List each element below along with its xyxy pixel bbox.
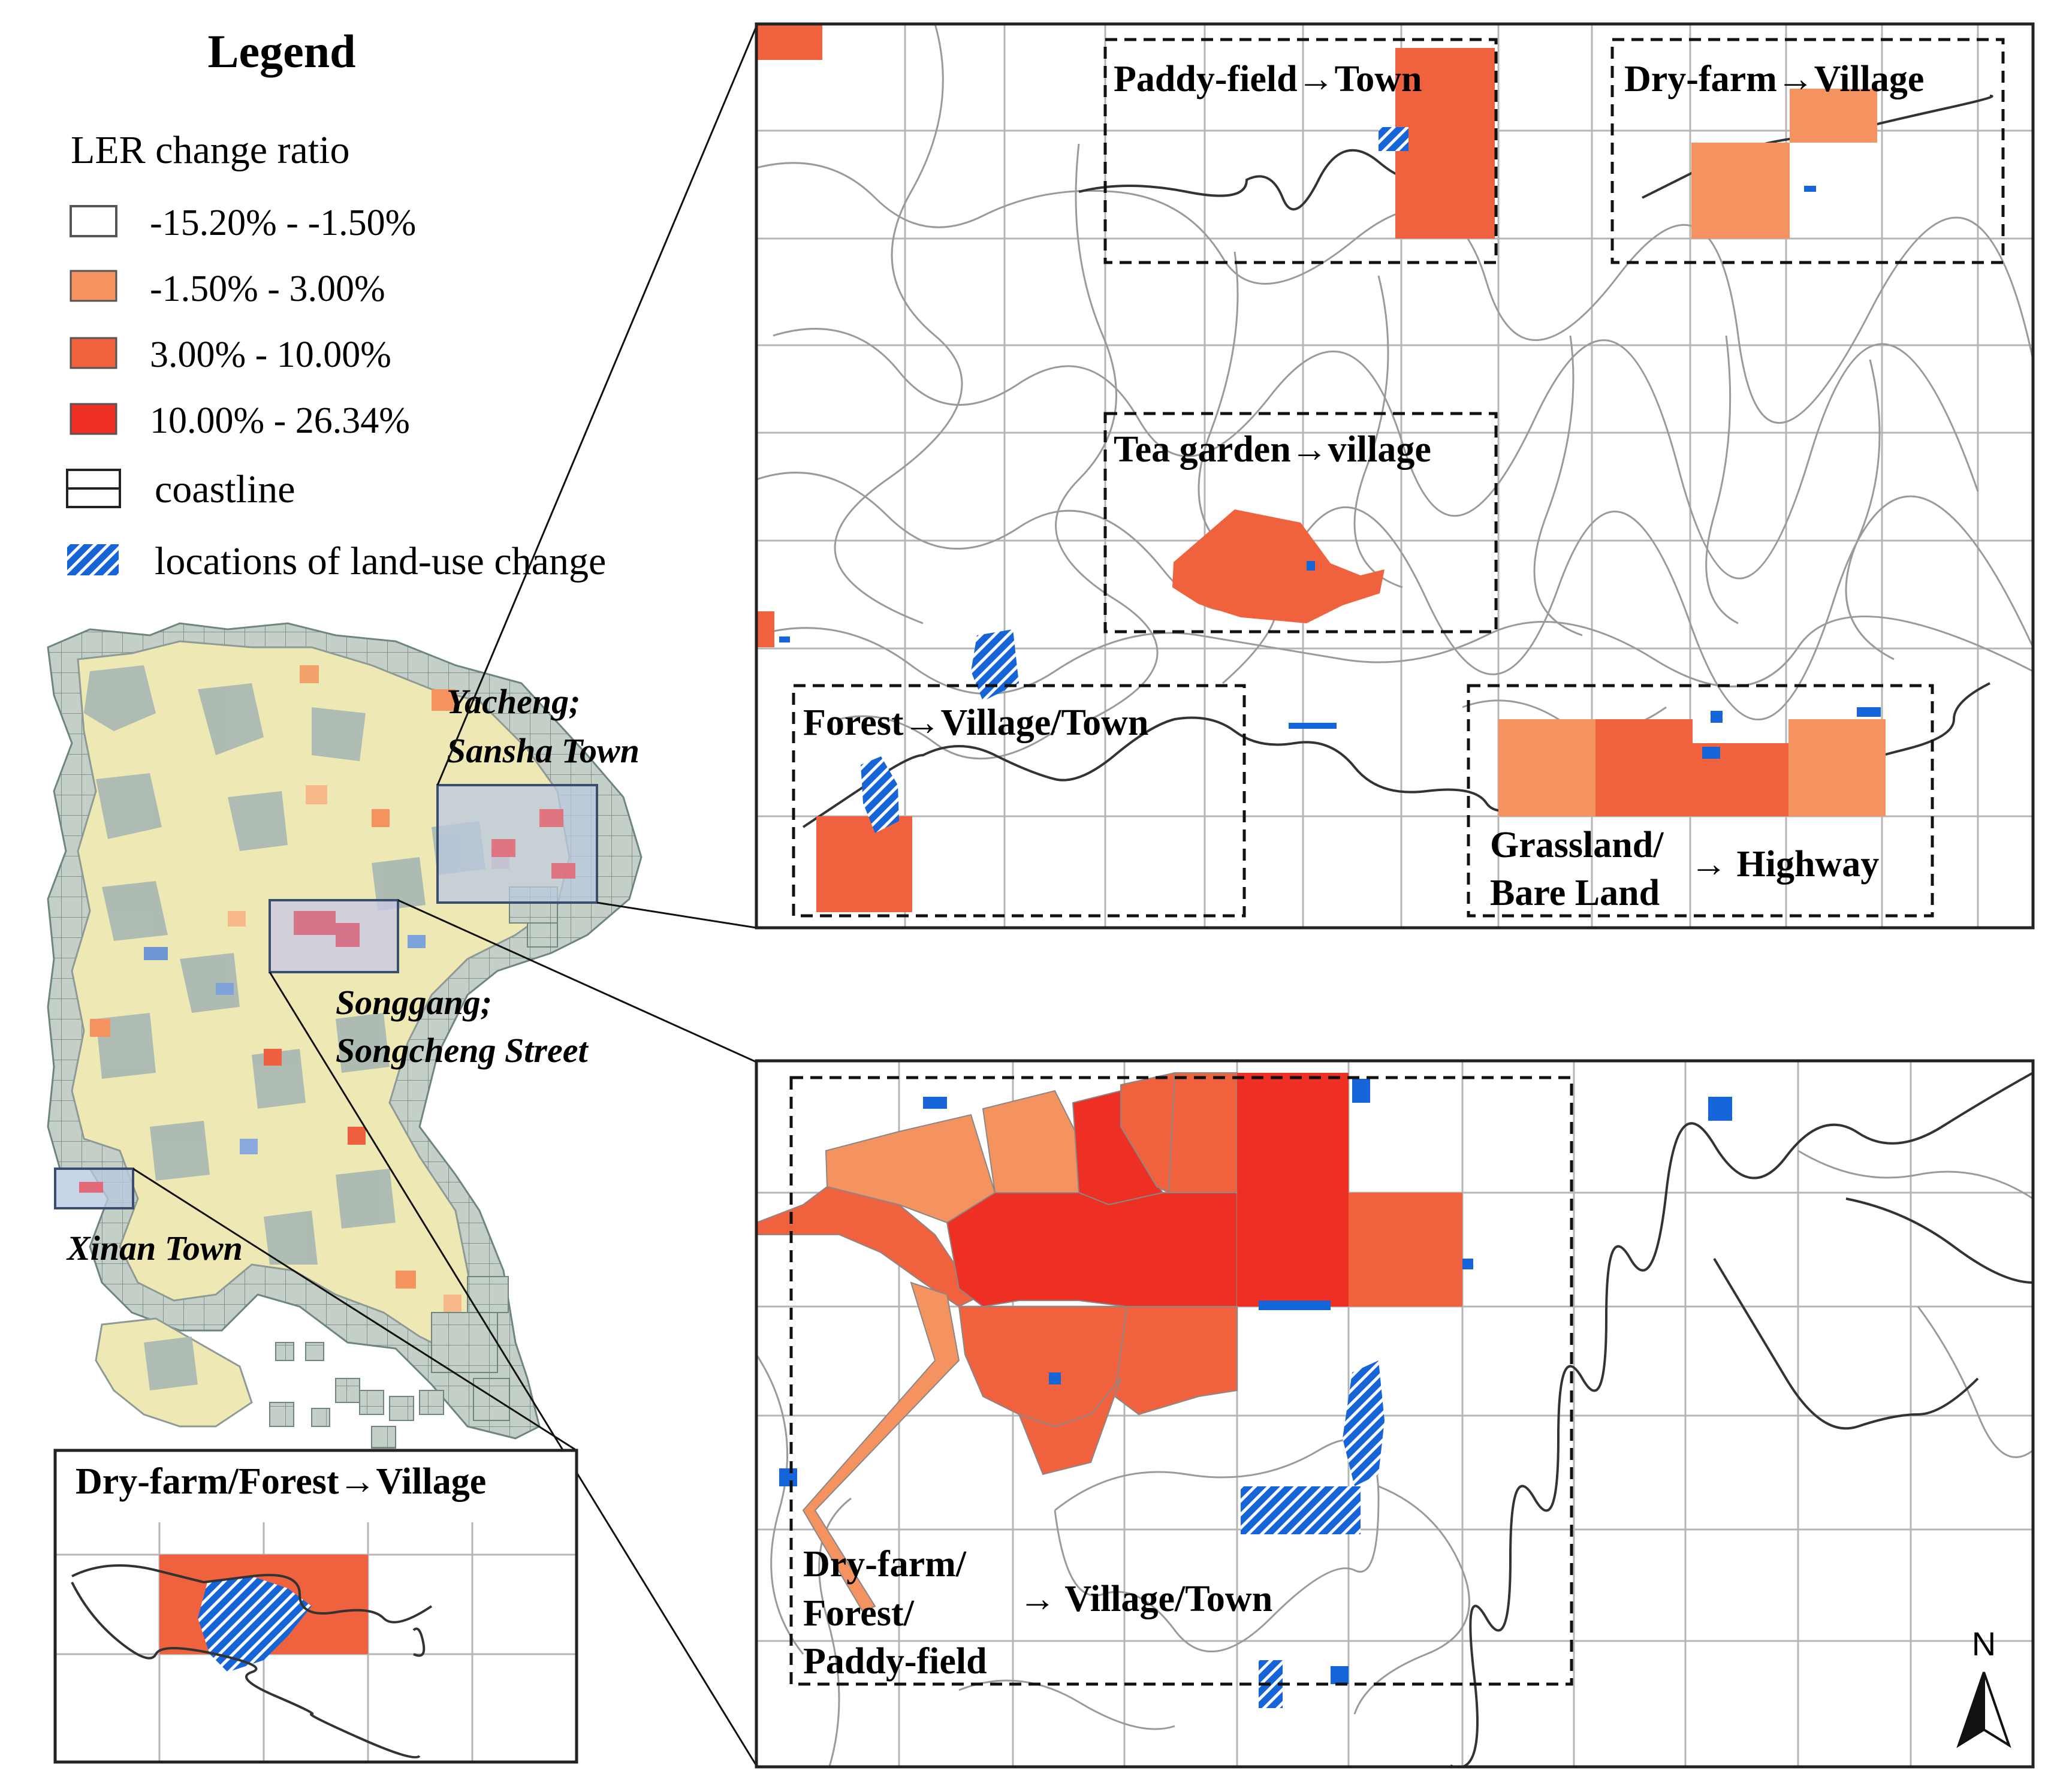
bottom-label-line1: Dry-farm/	[803, 1544, 967, 1585]
panel-bottom-dashed-box	[789, 1076, 1573, 1686]
panel-bottom-coastline	[1450, 1072, 2033, 1767]
legend-swatch-coastline	[66, 469, 121, 508]
legend-subtitle: LER change ratio	[71, 128, 349, 172]
bottom-cell-a	[1237, 1073, 1349, 1193]
bottom-cell-c	[1349, 1193, 1462, 1307]
legend-label-coastline: coastline	[155, 467, 295, 511]
top-cell-grassland-1	[1498, 719, 1595, 816]
north-arrow-icon: N	[1956, 1625, 2011, 1748]
panel-left-frame	[53, 1449, 578, 1764]
bottom-label-arrow: → Village/Town	[1019, 1579, 1272, 1619]
top-label-paddy: Paddy-field→Town	[1114, 59, 1422, 99]
overview-box-xinan-spot	[79, 1182, 103, 1193]
left-coastline-islet	[412, 1627, 426, 1657]
bottom-poly-6	[756, 1185, 984, 1308]
top-cell-dryfarm-1	[1790, 89, 1877, 143]
top-cell-tea	[1172, 509, 1385, 623]
panel-top-dashed-boxes	[792, 38, 2005, 918]
panel-top: Paddy-field→Town Dry-farm→Village Tea ga…	[755, 22, 2035, 930]
bottom-poly-5	[1168, 1072, 1238, 1193]
legend-swatch-class-3	[70, 337, 117, 369]
overview-box-songgang-spots	[294, 911, 360, 947]
overview-label-yacheng-2: Sansha Town	[447, 731, 640, 770]
panel-left: Dry-farm/Forest→Village	[53, 1449, 578, 1764]
top-cell-dryfarm-2	[1691, 143, 1790, 239]
top-cell-forest	[816, 816, 912, 912]
top-label-grassland-2: Bare Land	[1490, 873, 1660, 913]
left-panel-label: Dry-farm/Forest→Village	[76, 1461, 486, 1502]
legend-swatch-land-use-change	[67, 544, 119, 575]
legend-label-class-1: -15.20% - -1.50%	[150, 203, 416, 243]
overview-label-xinan: Xinan Town	[66, 1229, 243, 1268]
panel-bottom-frame	[755, 1059, 2035, 1769]
overview-scattered-cells	[269, 886, 558, 1449]
legend-label-class-3: 3.00% - 10.00%	[150, 334, 391, 375]
top-cell-grassland-4	[1788, 719, 1886, 816]
top-change-locations	[861, 127, 1408, 833]
left-change-location	[198, 1576, 312, 1672]
legend-label-class-4: 10.00% - 26.34%	[150, 400, 410, 441]
bottom-poly-10	[1018, 1378, 1121, 1476]
legend: Legend LER change ratio -15.20% - -1.50%…	[66, 25, 606, 583]
overview-label-songgang-2: Songcheng Street	[336, 1031, 589, 1070]
bottom-change-locations	[1241, 1360, 1385, 1708]
panel-bottom: Dry-farm/ Forest/ Paddy-field → Village/…	[755, 1059, 2035, 1769]
panel-bottom-parcels	[756, 1150, 2033, 1767]
top-label-forest: Forest→Village/Town	[803, 702, 1148, 743]
legend-label-class-2: -1.50% - 3.00%	[150, 269, 385, 309]
top-cell-paddy	[1395, 48, 1495, 239]
top-cell-grassland-2	[1595, 719, 1693, 816]
legend-swatch-class-4	[70, 403, 117, 435]
bottom-label-line2: Forest/	[803, 1593, 915, 1634]
north-arrow-label: N	[1972, 1625, 1996, 1663]
top-label-dryfarm: Dry-farm→Village	[1624, 59, 1924, 99]
top-cell-left-edge	[756, 611, 774, 647]
bottom-label-line3: Paddy-field	[803, 1641, 987, 1682]
legend-swatch-class-1	[70, 205, 117, 237]
legend-swatch-class-2	[70, 270, 117, 302]
bottom-poly-11	[802, 1281, 960, 1613]
top-cell-corner	[756, 24, 822, 60]
overview-box-yacheng-spots	[491, 809, 575, 879]
bottom-cell-b	[1237, 1193, 1349, 1307]
bottom-change-specks	[779, 1079, 1732, 1684]
top-label-tea: Tea garden→village	[1114, 429, 1431, 470]
top-label-grassland-1: Grassland/	[1490, 825, 1664, 865]
overview-label-songgang-1: Songgang;	[336, 983, 492, 1022]
top-change-specks	[779, 186, 1881, 759]
bottom-poly-7	[946, 1192, 1238, 1308]
left-coastline	[71, 1564, 433, 1758]
overview-label-yacheng-1: Yacheng;	[447, 682, 580, 721]
panel-top-frame	[755, 22, 2035, 930]
legend-title: Legend	[207, 25, 355, 77]
overview-map: Yacheng; Sansha Town Songgang; Songcheng…	[47, 622, 643, 1449]
top-label-highway: → Highway	[1690, 844, 1879, 885]
connector-lines	[132, 26, 758, 1766]
overview-box-yacheng	[436, 784, 598, 904]
